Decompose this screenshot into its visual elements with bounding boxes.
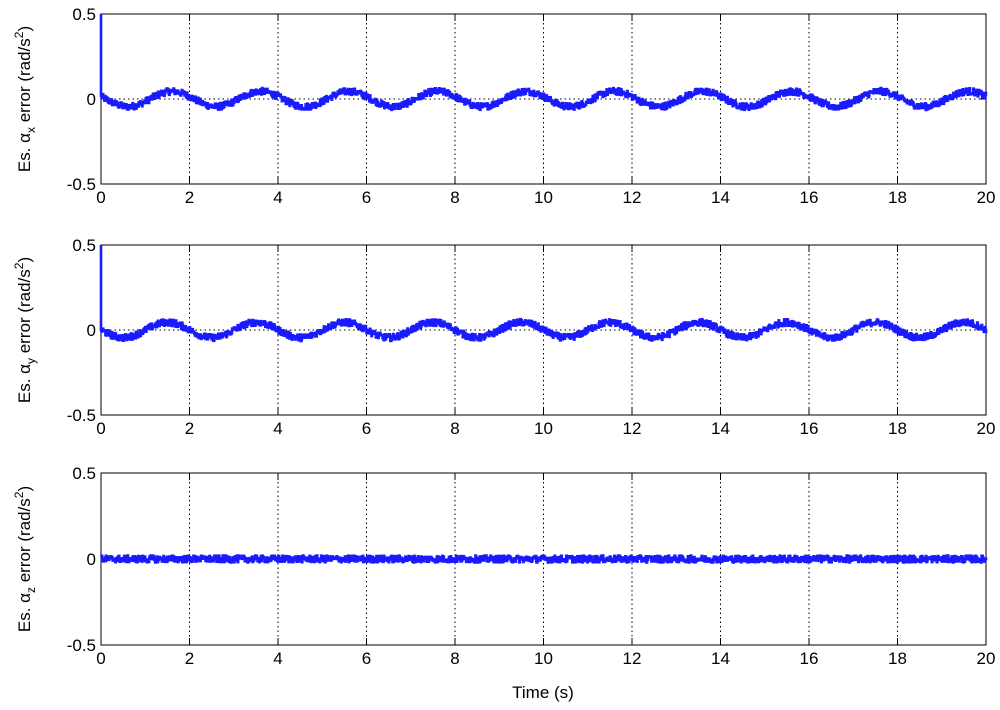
x-tick-label: 14 xyxy=(711,419,730,438)
y-axis-label: Es. αy error (rad/s2) xyxy=(12,257,38,403)
x-tick-label: 14 xyxy=(711,188,730,207)
series-line-1 xyxy=(100,554,988,564)
y-axis-label: Es. αz error (rad/s2) xyxy=(12,486,38,632)
x-tick-label: 18 xyxy=(888,419,907,438)
x-tick-label: 8 xyxy=(450,188,459,207)
x-tick-label: 18 xyxy=(888,188,907,207)
x-tick-label: 0 xyxy=(96,419,105,438)
x-tick-label: 2 xyxy=(185,649,194,668)
x-tick-label: 12 xyxy=(623,649,642,668)
y-tick-label: 0.5 xyxy=(72,5,96,24)
series-line-1 xyxy=(99,245,988,343)
y-tick-label: -0.5 xyxy=(67,406,96,425)
y-tick-label: -0.5 xyxy=(67,175,96,194)
x-tick-label: 10 xyxy=(534,419,553,438)
x-tick-label: 0 xyxy=(96,649,105,668)
x-tick-label: 0 xyxy=(96,188,105,207)
x-tick-label: 4 xyxy=(273,419,282,438)
x-tick-label: 16 xyxy=(800,649,819,668)
x-tick-label: 4 xyxy=(273,188,282,207)
x-axis-label: Time (s) xyxy=(512,683,574,702)
x-tick-label: 20 xyxy=(977,188,996,207)
x-tick-label: 2 xyxy=(185,419,194,438)
x-tick-label: 18 xyxy=(888,649,907,668)
y-axis-label: Es. αx error (rad/s2) xyxy=(12,26,38,172)
subplot-1: 0 2 4 6 8 10 12 14 16 18 200.50-0.5Es. αx error (r… xyxy=(12,5,995,207)
y-tick-label: 0.5 xyxy=(72,464,96,483)
subplot-2: 0 2 4 6 8 10 12 14 16 18 200.50-0.5Es. αy error (r… xyxy=(12,236,995,438)
y-tick-label: 0.5 xyxy=(72,236,96,255)
x-tick-label: 12 xyxy=(623,188,642,207)
subplot-3: 0 2 4 6 8 10 12 14 16 18 200.50-0.5Es. αz error (r… xyxy=(12,464,995,668)
x-tick-label: 20 xyxy=(977,649,996,668)
x-tick-label: 6 xyxy=(362,419,371,438)
x-tick-label: 6 xyxy=(362,649,371,668)
x-tick-label: 8 xyxy=(450,649,459,668)
y-tick-label: 0 xyxy=(87,550,96,569)
y-tick-label: 0 xyxy=(87,90,96,109)
x-tick-label: 16 xyxy=(800,188,819,207)
x-tick-label: 8 xyxy=(450,419,459,438)
x-tick-label: 2 xyxy=(185,188,194,207)
x-tick-label: 20 xyxy=(977,419,996,438)
x-tick-label: 4 xyxy=(273,649,282,668)
y-tick-label: 0 xyxy=(87,321,96,340)
x-tick-label: 12 xyxy=(623,419,642,438)
x-tick-label: 10 xyxy=(534,649,553,668)
y-tick-label: -0.5 xyxy=(67,636,96,655)
x-tick-label: 16 xyxy=(800,419,819,438)
series-line-1 xyxy=(99,14,988,112)
x-tick-label: 6 xyxy=(362,188,371,207)
x-tick-label: 14 xyxy=(711,649,730,668)
x-tick-label: 10 xyxy=(534,188,553,207)
